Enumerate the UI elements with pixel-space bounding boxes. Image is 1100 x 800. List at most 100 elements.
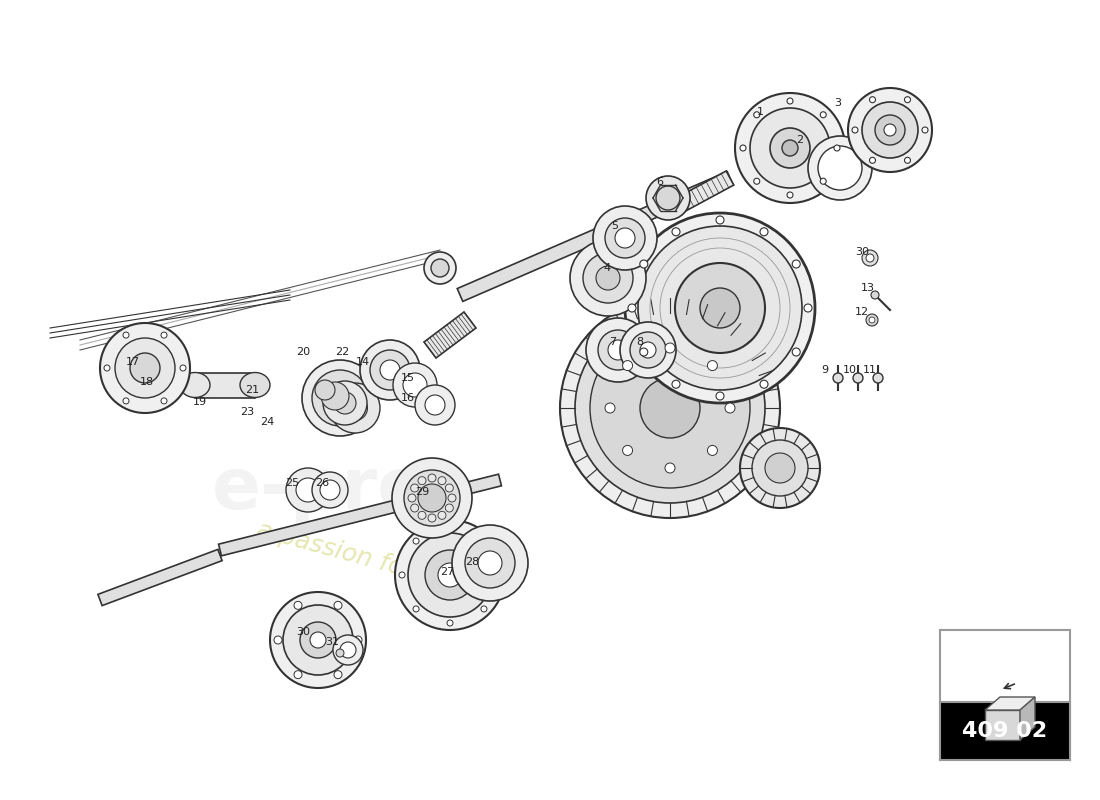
- FancyBboxPatch shape: [940, 630, 1070, 760]
- Circle shape: [393, 363, 437, 407]
- Text: 13: 13: [861, 283, 875, 293]
- Text: 4: 4: [604, 263, 611, 273]
- Circle shape: [414, 606, 419, 612]
- Circle shape: [481, 538, 487, 544]
- Circle shape: [130, 353, 159, 383]
- Circle shape: [446, 484, 453, 492]
- Circle shape: [640, 260, 648, 268]
- Bar: [195, 373, 255, 398]
- Circle shape: [379, 360, 400, 380]
- Circle shape: [869, 317, 874, 323]
- Text: 9: 9: [822, 365, 828, 375]
- Circle shape: [786, 192, 793, 198]
- Circle shape: [414, 538, 419, 544]
- Circle shape: [608, 340, 628, 360]
- Circle shape: [869, 158, 876, 163]
- Circle shape: [735, 93, 845, 203]
- Text: 3: 3: [835, 98, 842, 108]
- Circle shape: [418, 484, 446, 512]
- Circle shape: [360, 340, 420, 400]
- Text: 28: 28: [465, 557, 480, 567]
- Circle shape: [590, 328, 750, 488]
- Circle shape: [716, 216, 724, 224]
- Circle shape: [760, 380, 768, 388]
- Circle shape: [478, 551, 502, 575]
- Circle shape: [623, 361, 632, 370]
- Circle shape: [700, 288, 740, 328]
- Circle shape: [570, 240, 646, 316]
- Circle shape: [716, 392, 724, 400]
- Circle shape: [862, 102, 918, 158]
- Circle shape: [354, 636, 362, 644]
- Circle shape: [593, 206, 657, 270]
- Circle shape: [408, 533, 492, 617]
- Circle shape: [340, 642, 356, 658]
- Text: 29: 29: [415, 487, 429, 497]
- Circle shape: [323, 381, 367, 425]
- Text: 14: 14: [356, 357, 370, 367]
- Circle shape: [342, 395, 367, 421]
- Circle shape: [300, 622, 336, 658]
- Text: 12: 12: [855, 307, 869, 317]
- Circle shape: [424, 252, 456, 284]
- Circle shape: [707, 361, 717, 370]
- Polygon shape: [98, 550, 222, 606]
- Text: 31: 31: [324, 637, 339, 647]
- Polygon shape: [424, 312, 476, 358]
- Circle shape: [904, 97, 911, 102]
- Circle shape: [575, 313, 764, 503]
- Text: 5: 5: [612, 221, 618, 231]
- Circle shape: [334, 392, 356, 414]
- Text: 10: 10: [843, 365, 857, 375]
- Circle shape: [666, 343, 675, 353]
- Circle shape: [428, 474, 436, 482]
- Text: 22: 22: [334, 347, 349, 357]
- Circle shape: [465, 538, 515, 588]
- Circle shape: [792, 348, 800, 356]
- Text: 7: 7: [609, 337, 617, 347]
- Circle shape: [324, 383, 355, 413]
- Circle shape: [410, 484, 419, 492]
- Circle shape: [740, 428, 820, 508]
- Text: 30: 30: [855, 247, 869, 257]
- Circle shape: [638, 226, 802, 390]
- Circle shape: [598, 330, 638, 370]
- Circle shape: [425, 395, 446, 415]
- Circle shape: [628, 304, 636, 312]
- Text: 2: 2: [796, 135, 804, 145]
- Circle shape: [270, 592, 366, 688]
- Text: e-pro: e-pro: [212, 455, 428, 525]
- Circle shape: [425, 550, 475, 600]
- Circle shape: [333, 635, 363, 665]
- Circle shape: [180, 365, 186, 371]
- Circle shape: [866, 254, 874, 262]
- Circle shape: [447, 524, 453, 530]
- Circle shape: [764, 453, 795, 483]
- Circle shape: [904, 158, 911, 163]
- Circle shape: [833, 373, 843, 383]
- Circle shape: [161, 332, 167, 338]
- Text: 15: 15: [402, 373, 415, 383]
- Circle shape: [408, 494, 416, 502]
- Circle shape: [334, 670, 342, 678]
- Text: 23: 23: [240, 407, 254, 417]
- Circle shape: [605, 218, 645, 258]
- Text: 18: 18: [140, 377, 154, 387]
- Circle shape: [625, 213, 815, 403]
- Circle shape: [623, 446, 632, 455]
- Circle shape: [481, 606, 487, 612]
- Circle shape: [725, 403, 735, 413]
- Circle shape: [754, 112, 760, 118]
- Circle shape: [808, 136, 872, 200]
- Circle shape: [630, 332, 666, 368]
- Circle shape: [834, 145, 840, 151]
- Text: 1: 1: [757, 107, 763, 117]
- Circle shape: [452, 525, 528, 601]
- Circle shape: [675, 263, 764, 353]
- Text: 30: 30: [296, 627, 310, 637]
- Circle shape: [399, 572, 405, 578]
- Circle shape: [852, 127, 858, 133]
- Polygon shape: [1020, 697, 1035, 740]
- Circle shape: [438, 477, 446, 485]
- Text: 409 02: 409 02: [962, 721, 1047, 741]
